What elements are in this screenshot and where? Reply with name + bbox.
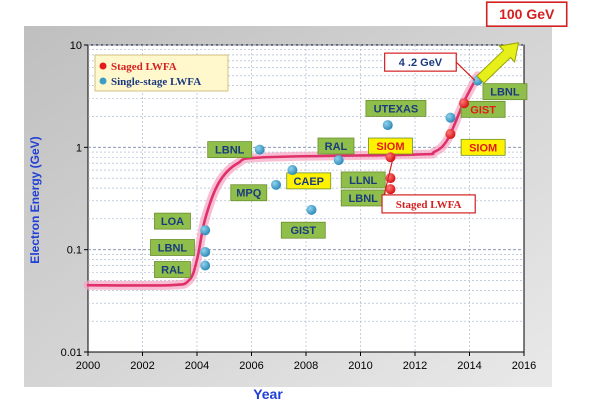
legend: Staged LWFA Single-stage LWFA — [94, 54, 229, 92]
lab-label-box — [154, 212, 191, 230]
lab-label: LBNL — [340, 189, 386, 207]
lab-label: MPQ — [230, 184, 268, 202]
lab-label-text: GIST — [470, 104, 496, 116]
x-tick-label: 2000 — [76, 360, 100, 372]
lab-label: LLNL — [340, 171, 386, 189]
lab-label-text: LBNL — [490, 87, 520, 99]
lab-label-box — [280, 221, 326, 239]
callout-box — [381, 194, 476, 214]
target-callout: 100 GeV — [476, 1, 568, 84]
lab-label: CAEP — [286, 172, 332, 190]
lab-label-box — [317, 137, 355, 155]
lab-label-text: RAL — [325, 141, 348, 153]
legend-marker — [99, 62, 107, 70]
single-stage-point — [382, 120, 393, 131]
single-stage-point — [200, 260, 211, 271]
target-text: 100 GeV — [499, 6, 555, 22]
lab-label: LBNL — [482, 83, 528, 101]
lab-label: RAL — [154, 261, 191, 278]
staged-point — [445, 128, 456, 139]
lab-label-text: SIOM — [376, 141, 404, 153]
x-tick-label: 2010 — [348, 360, 372, 372]
lab-label-text: MPQ — [236, 188, 262, 200]
trend-curve — [83, 71, 483, 290]
lab-label-box — [365, 100, 427, 117]
target-box — [485, 1, 568, 27]
lab-label-text: GIST — [290, 225, 316, 237]
y-tick-label: 1 — [76, 142, 82, 154]
target-arrow — [476, 42, 520, 84]
callout-box — [384, 52, 457, 72]
lab-label-box — [150, 239, 195, 256]
single-stage-point — [271, 179, 282, 190]
lab-label: SIOM — [368, 137, 413, 155]
lab-label-text: RAL — [161, 265, 184, 277]
y-tick-label: 0.1 — [67, 245, 82, 257]
x-tick-label: 2012 — [403, 360, 427, 372]
lab-label-text: CAEP — [293, 176, 324, 188]
callout: 4 .2 GeV — [384, 52, 476, 81]
lab-label-text: LOA — [161, 216, 184, 228]
single-stage-point — [254, 144, 265, 155]
trend-line — [86, 74, 479, 287]
lab-labels: LBNL LOA LBNL RAL MPQ CAEP GIST RAL LLNL LBNL SIOM… — [150, 83, 528, 278]
lab-label-box — [230, 184, 268, 202]
lab-label-box — [460, 138, 506, 156]
lab-label: LBNL — [150, 239, 195, 256]
legend-box — [94, 54, 229, 92]
x-tick-label: 2008 — [294, 360, 318, 372]
lab-label-box — [207, 141, 253, 159]
lab-label-box — [286, 172, 332, 190]
single-stage-point — [306, 204, 317, 215]
callout-text: Staged LWFA — [396, 199, 462, 211]
single-stage-point — [200, 246, 211, 257]
lab-label-box — [482, 83, 528, 101]
single-stage-point — [200, 225, 211, 236]
lab-label-text: SIOM — [469, 142, 497, 154]
y-tick-labels: 0.01 0.1 1 10 — [61, 40, 88, 359]
x-tick-labels: 2000 2002 2004 2006 2008 2010 2012 2014 2016 — [76, 352, 536, 372]
y-tick-label: 10 — [70, 40, 82, 52]
x-tick-label: 2016 — [512, 360, 536, 372]
legend-marker — [99, 77, 107, 85]
lab-label-text: LBNL — [349, 193, 379, 205]
x-tick-label: 2002 — [130, 360, 154, 372]
legend-label: Staged LWFA — [111, 61, 177, 73]
y-axis-label: Electron Energy (GeV) — [28, 136, 42, 263]
lab-label: LOA — [154, 212, 191, 230]
x-tick-label: 2006 — [239, 360, 263, 372]
staged-point — [385, 184, 396, 195]
legend-label: Single-stage LWFA — [111, 76, 201, 88]
lab-label: SIOM — [460, 138, 506, 156]
single-stage-point — [333, 155, 344, 166]
data-points — [200, 75, 483, 271]
staged-point — [459, 98, 470, 109]
lab-label-box — [460, 100, 506, 118]
lab-label-text: LBNL — [215, 145, 245, 157]
lab-label-box — [154, 261, 191, 278]
single-stage-point — [287, 165, 298, 176]
callout-text: 4 .2 GeV — [399, 57, 443, 69]
x-tick-label: 2014 — [457, 360, 481, 372]
lab-label: GIST — [460, 100, 506, 118]
staged-point — [385, 152, 396, 163]
callouts: 4 .2 GeV Staged LWFA — [381, 52, 476, 214]
y-tick-label: 0.01 — [61, 347, 82, 359]
x-tick-label: 2004 — [185, 360, 209, 372]
lab-label-text: LLNL — [349, 175, 377, 187]
callout: Staged LWFA — [381, 157, 476, 214]
x-axis-label: Year — [253, 386, 283, 402]
lab-label-box — [340, 171, 386, 189]
lab-label-text: LBNL — [158, 242, 188, 254]
lab-label: LBNL — [207, 141, 253, 159]
lab-label: RAL — [317, 137, 355, 155]
lab-label: UTEXAS — [365, 100, 427, 117]
callout-pointer — [455, 61, 476, 81]
lab-label: GIST — [280, 221, 326, 239]
single-stage-point — [445, 112, 456, 123]
lab-label-text: UTEXAS — [374, 103, 419, 115]
